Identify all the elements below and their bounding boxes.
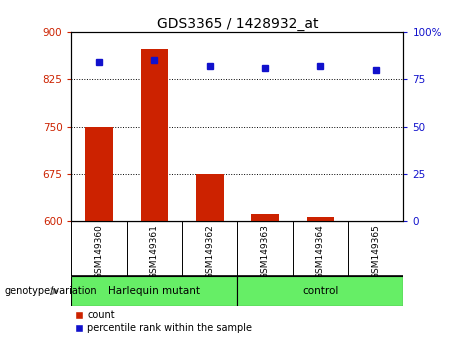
Text: GSM149363: GSM149363 bbox=[260, 224, 270, 279]
Text: Harlequin mutant: Harlequin mutant bbox=[108, 286, 201, 296]
Text: GSM149364: GSM149364 bbox=[316, 224, 325, 279]
Bar bbox=[251, 214, 279, 221]
Text: GSM149360: GSM149360 bbox=[95, 224, 104, 279]
Bar bbox=[71, 276, 237, 306]
Bar bbox=[85, 127, 113, 221]
Bar bbox=[196, 174, 224, 221]
Text: GSM149365: GSM149365 bbox=[371, 224, 380, 279]
Bar bbox=[307, 217, 334, 221]
Text: GSM149362: GSM149362 bbox=[205, 224, 214, 279]
Bar bbox=[141, 49, 168, 221]
Text: control: control bbox=[302, 286, 338, 296]
Title: GDS3365 / 1428932_at: GDS3365 / 1428932_at bbox=[157, 17, 318, 31]
Bar bbox=[237, 276, 403, 306]
Legend: count, percentile rank within the sample: count, percentile rank within the sample bbox=[71, 306, 256, 337]
Text: GSM149361: GSM149361 bbox=[150, 224, 159, 279]
Text: genotype/variation: genotype/variation bbox=[5, 286, 97, 296]
